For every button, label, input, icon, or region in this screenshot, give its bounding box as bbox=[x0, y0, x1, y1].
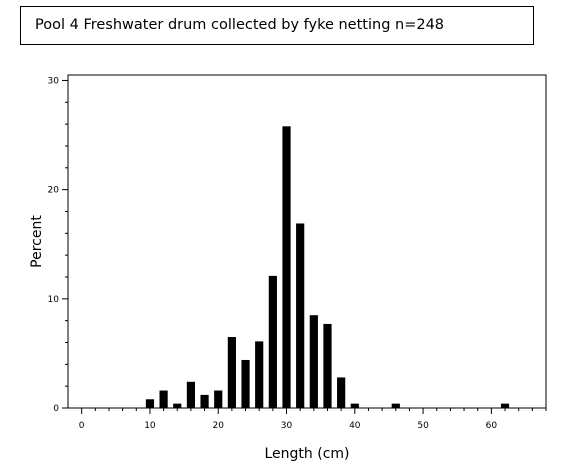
bar bbox=[227, 337, 236, 408]
y-tick-label: 10 bbox=[48, 295, 60, 305]
x-tick-label: 0 bbox=[79, 421, 85, 431]
bar bbox=[159, 390, 168, 408]
x-tick-label: 60 bbox=[486, 421, 498, 431]
x-axis-label: Length (cm) bbox=[265, 446, 350, 462]
bar bbox=[200, 394, 209, 408]
bar bbox=[500, 403, 510, 408]
x-tick-label: 40 bbox=[349, 421, 361, 431]
x-axis: 0 10 20 30 40 50 60 bbox=[79, 408, 547, 431]
y-axis: 0 10 20 30 bbox=[48, 76, 68, 414]
x-tick-label: 20 bbox=[213, 421, 225, 431]
bar bbox=[268, 275, 277, 408]
bar bbox=[214, 390, 223, 408]
bar bbox=[145, 399, 155, 408]
y-tick-label: 30 bbox=[48, 76, 60, 86]
bar bbox=[296, 223, 305, 408]
bar bbox=[391, 403, 400, 408]
bar bbox=[309, 315, 318, 408]
bar bbox=[282, 126, 291, 408]
y-tick-label: 0 bbox=[53, 404, 59, 414]
x-tick-label: 30 bbox=[281, 421, 293, 431]
bar bbox=[241, 359, 250, 408]
bar bbox=[173, 403, 182, 408]
bar bbox=[255, 341, 264, 408]
plot-area bbox=[67, 74, 547, 409]
plot-border bbox=[67, 74, 547, 409]
y-tick-label: 20 bbox=[48, 186, 60, 196]
chart-title: Pool 4 Freshwater drum collected by fyke… bbox=[35, 17, 445, 33]
x-tick-label: 10 bbox=[144, 421, 156, 431]
bar bbox=[186, 381, 196, 408]
bar bbox=[350, 403, 359, 408]
bars-group bbox=[145, 126, 510, 408]
bar bbox=[337, 377, 346, 408]
chart-title-box: Pool 4 Freshwater drum collected by fyke… bbox=[20, 6, 534, 45]
y-axis-label: Percent bbox=[29, 215, 45, 268]
x-tick-label: 50 bbox=[417, 421, 429, 431]
bar bbox=[323, 323, 332, 408]
